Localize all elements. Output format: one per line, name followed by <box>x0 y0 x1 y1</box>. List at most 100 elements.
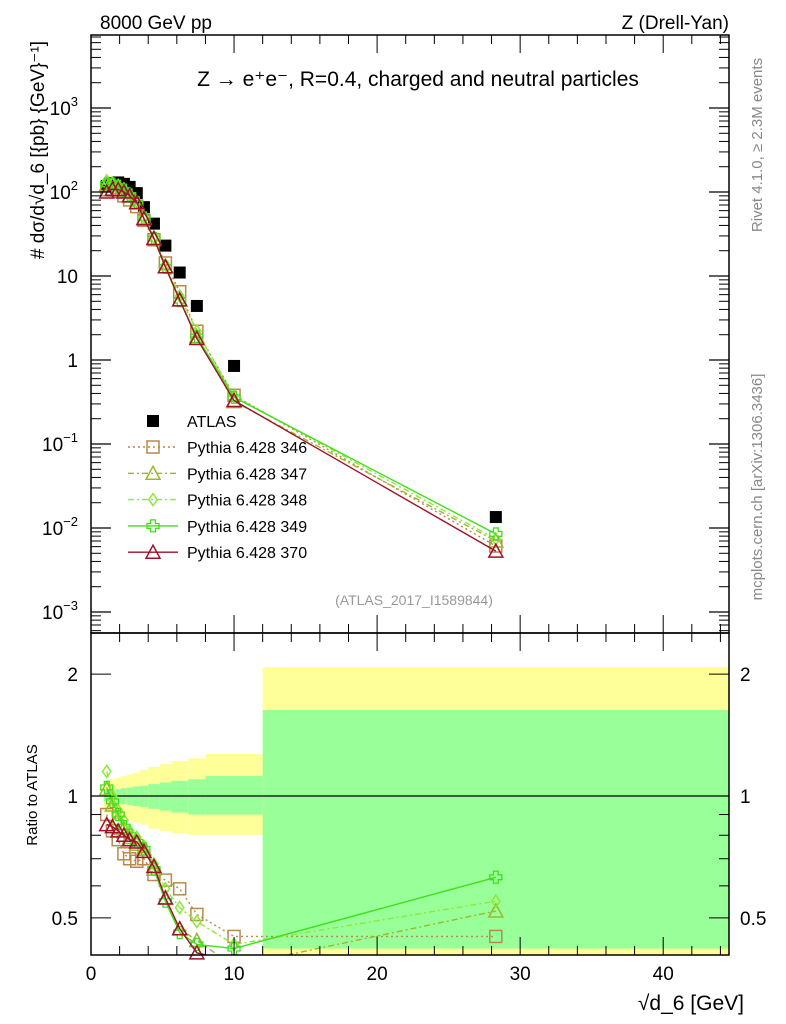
ratio-point <box>158 894 173 908</box>
ratio-point <box>104 818 121 834</box>
data-point <box>145 229 163 246</box>
ratio-point <box>145 857 163 874</box>
data-point <box>489 527 503 541</box>
legend-marker <box>147 492 159 507</box>
y-tick-label: 103 <box>50 94 78 120</box>
legend: ATLAS Pythia 6.428 346 Pythia 6.428 347 Pyt… <box>128 414 307 562</box>
ratio-line <box>106 814 496 938</box>
ratio-point <box>173 925 187 940</box>
series-pythia-6-428-347 <box>98 175 505 548</box>
ratio-point <box>100 780 114 795</box>
ratio-point <box>122 851 137 866</box>
legend-entry: Pythia 6.428 348 <box>128 492 307 510</box>
y-tick-base: 10 <box>57 267 78 288</box>
stat-uncertainty-band <box>188 779 206 815</box>
ratio-point <box>171 920 188 936</box>
analysis-id: (ATLAS_2017_I1589844) <box>335 592 493 608</box>
series-line <box>106 180 497 540</box>
mcplots-label: mcplots.cern.ch [arXiv:1306.3436] <box>749 374 766 601</box>
header-left: 8000 GeV pp <box>100 13 212 34</box>
ratio-point <box>489 870 503 884</box>
main-frame <box>90 34 730 634</box>
y-tick-exp: −2 <box>63 514 78 529</box>
data-point <box>173 266 186 279</box>
ratio-point <box>191 914 202 929</box>
rivet-version-label: Rivet 4.1.0, ≥ 2.3M events <box>749 58 766 232</box>
ratio-point <box>172 882 187 896</box>
data-point <box>159 239 172 252</box>
legend-label: Pythia 6.428 370 <box>187 545 307 562</box>
data-marks <box>98 173 505 960</box>
ratio-point <box>158 873 173 887</box>
data-point <box>147 217 160 230</box>
ratio-point <box>135 842 153 859</box>
series-pythia-6-428-349 <box>100 177 503 541</box>
legend-entry: ATLAS <box>147 414 237 431</box>
ratio-point <box>109 822 127 838</box>
legend-marker <box>144 543 162 559</box>
data-point <box>172 284 187 299</box>
data-point <box>157 258 174 274</box>
ratio-point <box>157 889 174 905</box>
x-tick-label: 10 <box>223 964 244 985</box>
y-tick-exp: −1 <box>63 430 78 445</box>
ratio-point <box>101 764 112 779</box>
series-line <box>106 183 497 542</box>
ratio-line <box>106 771 496 946</box>
y-tick-label: 1 <box>67 351 78 372</box>
ratio-y-tick-label: 0.5 <box>52 909 78 930</box>
ratio-point <box>487 902 505 918</box>
ratio-uncertainty-bands <box>91 667 729 955</box>
data-point <box>171 291 188 307</box>
ratio-point <box>115 826 133 842</box>
y-tick-base: 10 <box>42 519 63 540</box>
legend-entry: Pythia 6.428 349 <box>128 519 307 536</box>
legend-marker <box>144 464 162 481</box>
ratio-y-tick-label: 1 <box>67 787 78 808</box>
y-tick-base: 10 <box>42 435 63 456</box>
series-line <box>106 188 497 552</box>
legend-entry: Pythia 6.428 347 <box>128 464 307 483</box>
y-tick-base: 10 <box>50 183 71 204</box>
x-tick-label: 0 <box>86 964 97 985</box>
ratio-point <box>188 944 206 960</box>
ratio-y-tick-label: 2 <box>67 665 78 686</box>
y-tick-label: 10−3 <box>42 598 78 624</box>
ratio-y-tick-label-right: 0.5 <box>740 909 766 930</box>
legend-label: Pythia 6.428 349 <box>187 519 307 536</box>
y-tick-label: 10−2 <box>42 514 78 540</box>
y-tick-exp: 2 <box>71 178 78 193</box>
data-point <box>227 390 241 404</box>
legend-entry: Pythia 6.428 346 <box>128 440 307 457</box>
legend-marker <box>146 440 160 454</box>
ratio-point <box>121 831 138 847</box>
ratio-point <box>489 929 503 944</box>
ratio-frame <box>90 632 730 956</box>
y-tick-label: 10 <box>57 267 78 288</box>
y-tick-label: 10−1 <box>42 430 78 456</box>
data-point <box>487 542 505 558</box>
data-point <box>228 359 241 372</box>
header-right: Z (Drell-Yan) <box>622 13 729 34</box>
chart-title: Z → e⁺e⁻, R=0.4, charged and neutral par… <box>197 68 639 91</box>
legend-entry: Pythia 6.428 370 <box>128 543 307 562</box>
y-tick-exp: 3 <box>71 94 78 109</box>
ratio-point <box>174 900 185 915</box>
ratio-y-axis-label: Ratio to ATLAS <box>24 744 41 845</box>
data-point <box>188 329 206 346</box>
stat-uncertainty-band <box>171 780 189 813</box>
y-tick-base: 10 <box>50 99 71 120</box>
legend-label: Pythia 6.428 346 <box>187 440 307 457</box>
ratio-point <box>190 907 204 922</box>
x-tick-label: 30 <box>510 964 531 985</box>
stat-uncertainty-band <box>262 710 729 949</box>
data-point <box>135 210 153 226</box>
series-pythia-6-428-370 <box>98 180 505 558</box>
legend-label: Pythia 6.428 348 <box>187 493 307 510</box>
ratio-point <box>111 807 125 822</box>
stat-uncertainty-band <box>205 776 263 815</box>
y-tick-base: 1 <box>67 351 78 372</box>
data-point <box>128 193 146 210</box>
legend-marker <box>146 519 160 533</box>
